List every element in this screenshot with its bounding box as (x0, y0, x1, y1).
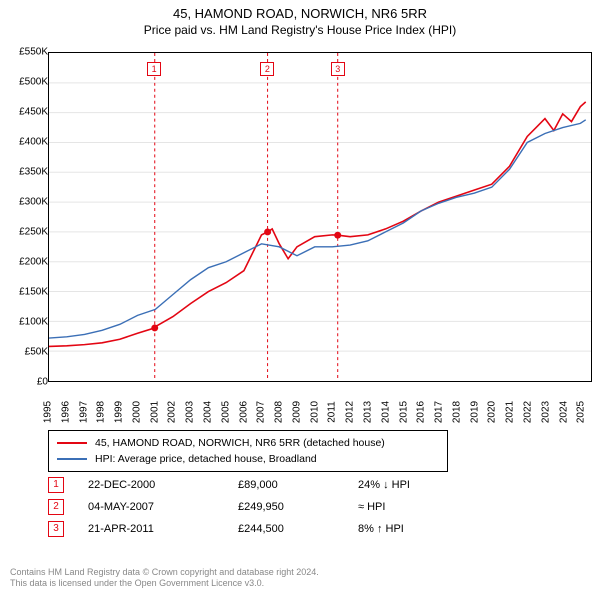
y-tick-label: £150K (2, 287, 48, 298)
x-tick-label: 2003 (185, 401, 196, 423)
x-tick-label: 2007 (256, 401, 267, 423)
sale-row: 2 04-MAY-2007£249,950≈ HPI (48, 496, 548, 518)
x-tick-label: 2024 (558, 401, 569, 423)
y-tick-label: £100K (2, 317, 48, 328)
x-axis-labels: 1995199619971998199920002001200220032004… (48, 386, 592, 430)
x-tick-label: 2022 (523, 401, 534, 423)
sale-date: 04-MAY-2007 (88, 501, 238, 513)
y-tick-label: £50K (2, 347, 48, 358)
legend-swatch (57, 442, 87, 444)
x-tick-label: 2006 (238, 401, 249, 423)
legend: 45, HAMOND ROAD, NORWICH, NR6 5RR (detac… (48, 430, 448, 472)
x-tick-label: 2013 (363, 401, 374, 423)
x-tick-label: 2014 (380, 401, 391, 423)
sale-row: 1 22-DEC-2000£89,00024% ↓ HPI (48, 474, 548, 496)
legend-swatch (57, 458, 87, 460)
x-tick-label: 1996 (60, 401, 71, 423)
sale-row: 3 21-APR-2011£244,5008% ↑ HPI (48, 518, 548, 540)
plot-svg (48, 52, 592, 382)
y-tick-label: £0 (2, 377, 48, 388)
x-tick-label: 2021 (505, 401, 516, 423)
x-tick-label: 2005 (220, 401, 231, 423)
y-tick-label: £450K (2, 107, 48, 118)
y-tick-label: £250K (2, 227, 48, 238)
sale-price: £244,500 (238, 523, 358, 535)
page-subtitle: Price paid vs. HM Land Registry's House … (0, 23, 600, 37)
y-tick-label: £200K (2, 257, 48, 268)
sale-hpi: ≈ HPI (358, 501, 478, 513)
x-tick-label: 2020 (487, 401, 498, 423)
sale-marker-2: 2 (260, 62, 274, 76)
x-tick-label: 2015 (398, 401, 409, 423)
x-tick-label: 2010 (309, 401, 320, 423)
sale-price: £249,950 (238, 501, 358, 513)
x-tick-label: 1999 (114, 401, 125, 423)
sale-row-marker: 2 (48, 499, 64, 515)
sale-date: 21-APR-2011 (88, 523, 238, 535)
x-tick-label: 1997 (78, 401, 89, 423)
footer-line-1: Contains HM Land Registry data © Crown c… (10, 567, 319, 579)
sale-hpi: 8% ↑ HPI (358, 523, 478, 535)
x-tick-label: 2025 (576, 401, 587, 423)
x-tick-label: 1998 (96, 401, 107, 423)
y-tick-label: £400K (2, 137, 48, 148)
sales-table: 1 22-DEC-2000£89,00024% ↓ HPI 2 04-MAY-2007… (48, 474, 548, 540)
x-tick-label: 2017 (434, 401, 445, 423)
chart (48, 52, 592, 382)
x-tick-label: 2009 (291, 401, 302, 423)
legend-label: HPI: Average price, detached house, Broa… (95, 453, 317, 465)
x-tick-label: 2002 (167, 401, 178, 423)
y-tick-label: £350K (2, 167, 48, 178)
y-tick-label: £500K (2, 77, 48, 88)
footer-line-2: This data is licensed under the Open Gov… (10, 578, 319, 590)
x-tick-label: 2011 (327, 401, 338, 423)
sale-price: £89,000 (238, 479, 358, 491)
sale-hpi: 24% ↓ HPI (358, 479, 478, 491)
sale-row-marker: 3 (48, 521, 64, 537)
page-title: 45, HAMOND ROAD, NORWICH, NR6 5RR (0, 6, 600, 21)
footer: Contains HM Land Registry data © Crown c… (10, 567, 319, 590)
x-tick-label: 2004 (203, 401, 214, 423)
sale-row-marker: 1 (48, 477, 64, 493)
x-tick-label: 2019 (469, 401, 480, 423)
legend-row: 45, HAMOND ROAD, NORWICH, NR6 5RR (detac… (57, 435, 439, 451)
y-tick-label: £550K (2, 47, 48, 58)
x-tick-label: 2000 (131, 401, 142, 423)
sale-marker-3: 3 (331, 62, 345, 76)
legend-row: HPI: Average price, detached house, Broa… (57, 451, 439, 467)
sale-marker-1: 1 (147, 62, 161, 76)
y-tick-label: £300K (2, 197, 48, 208)
legend-label: 45, HAMOND ROAD, NORWICH, NR6 5RR (detac… (95, 437, 385, 449)
x-tick-label: 2018 (451, 401, 462, 423)
x-tick-label: 2008 (274, 401, 285, 423)
sale-date: 22-DEC-2000 (88, 479, 238, 491)
x-tick-label: 2012 (345, 401, 356, 423)
x-tick-label: 1995 (43, 401, 54, 423)
x-tick-label: 2023 (540, 401, 551, 423)
x-tick-label: 2016 (416, 401, 427, 423)
x-tick-label: 2001 (149, 401, 160, 423)
